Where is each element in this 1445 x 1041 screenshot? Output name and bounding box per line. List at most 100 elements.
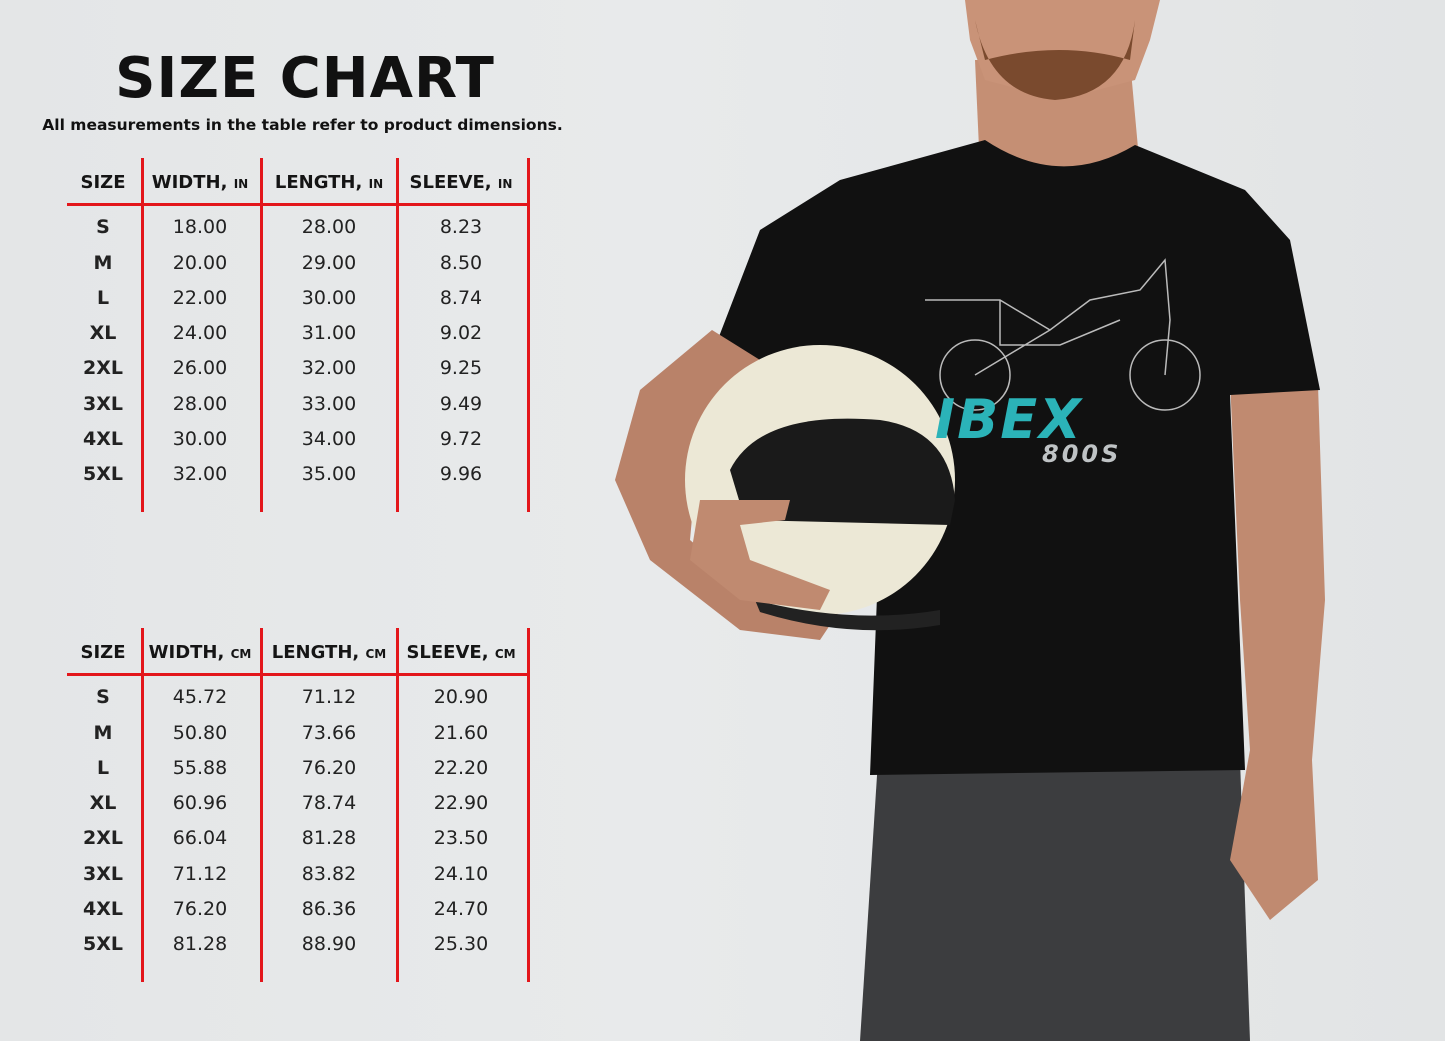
header-unit: CM <box>494 647 516 661</box>
measurement-cell: 9.49 <box>439 393 483 415</box>
measurement-cell: 32.00 <box>172 463 228 485</box>
size-label: M <box>93 722 113 744</box>
header-label: LENGTH, <box>274 172 363 193</box>
size-label: 4XL <box>83 428 123 450</box>
measurement-cell: 81.28 <box>172 933 228 955</box>
measurement-cell: 8.50 <box>439 252 483 274</box>
measurement-cell: 22.00 <box>172 287 228 309</box>
header-unit: IN <box>497 177 513 191</box>
column-divider <box>396 628 399 982</box>
measurement-cell: 33.00 <box>301 393 357 415</box>
measurement-cell: 8.74 <box>439 287 483 309</box>
helmet-visor <box>730 418 955 525</box>
measurement-cell: 18.00 <box>172 216 228 238</box>
size-label: 3XL <box>83 863 123 885</box>
measurement-cell: 81.28 <box>301 827 357 849</box>
measurement-cell: 45.72 <box>172 686 228 708</box>
measurement-cell: 50.80 <box>172 722 228 744</box>
size-table-centimeters: SIZE WIDTH, CM LENGTH, CM SLEEVE, CM S 45.72… <box>67 628 531 984</box>
measurement-cell: 22.90 <box>433 792 489 814</box>
size-label: S <box>96 216 110 238</box>
left-arm <box>615 330 840 640</box>
column-header: SIZE <box>33 642 173 663</box>
header-label: SIZE <box>80 642 126 663</box>
column-header: LENGTH, CM <box>259 642 399 663</box>
column-divider <box>141 158 144 512</box>
column-divider <box>260 628 263 982</box>
column-header: SIZE <box>33 172 173 193</box>
measurement-cell: 22.20 <box>433 757 489 779</box>
size-label: 3XL <box>83 393 123 415</box>
size-label: S <box>96 686 110 708</box>
measurement-cell: 9.96 <box>439 463 483 485</box>
hand <box>690 500 830 610</box>
header-label: WIDTH, <box>148 642 225 663</box>
measurement-cell: 23.50 <box>433 827 489 849</box>
measurement-cell: 32.00 <box>301 357 357 379</box>
measurement-cell: 26.00 <box>172 357 228 379</box>
column-header: LENGTH, IN <box>259 172 399 193</box>
measurement-cell: 31.00 <box>301 322 357 344</box>
motorcycle-outline <box>925 258 1201 411</box>
jeans <box>860 760 1250 1041</box>
beard <box>975 20 1135 100</box>
measurement-cell: 8.23 <box>439 216 483 238</box>
measurement-cell: 29.00 <box>301 252 357 274</box>
column-header: SLEEVE, CM <box>391 642 531 663</box>
measurement-cell: 9.72 <box>439 428 483 450</box>
measurement-cell: 76.20 <box>301 757 357 779</box>
measurement-cell: 24.70 <box>433 898 489 920</box>
measurement-cell: 55.88 <box>172 757 228 779</box>
column-divider <box>141 628 144 982</box>
size-label: 5XL <box>83 463 123 485</box>
header-label: WIDTH, <box>151 172 228 193</box>
measurement-cell: 28.00 <box>301 216 357 238</box>
column-divider <box>260 158 263 512</box>
header-unit: IN <box>368 177 384 191</box>
header-label: SLEEVE, <box>409 172 492 193</box>
measurement-cell: 83.82 <box>301 863 357 885</box>
column-divider <box>527 158 530 512</box>
header-label: LENGTH, <box>271 642 360 663</box>
measurement-cell: 9.02 <box>439 322 483 344</box>
column-divider <box>527 628 530 982</box>
size-label: XL <box>89 792 117 814</box>
measurement-cell: 35.00 <box>301 463 357 485</box>
size-table-inches: SIZE WIDTH, IN LENGTH, IN SLEEVE, IN S 18.00… <box>67 158 531 514</box>
measurement-cell: 20.00 <box>172 252 228 274</box>
measurement-cell: 28.00 <box>172 393 228 415</box>
measurement-cell: 66.04 <box>172 827 228 849</box>
measurement-cell: 20.90 <box>433 686 489 708</box>
measurement-cell: 71.12 <box>301 686 357 708</box>
measurement-cell: 86.36 <box>301 898 357 920</box>
measurement-cell: 24.00 <box>172 322 228 344</box>
page-subtitle: All measurements in the table refer to p… <box>42 116 563 134</box>
header-label: SIZE <box>80 172 126 193</box>
size-label: 4XL <box>83 898 123 920</box>
header-unit: CM <box>365 647 387 661</box>
measurement-cell: 9.25 <box>439 357 483 379</box>
measurement-cell: 21.60 <box>433 722 489 744</box>
size-label: L <box>96 287 110 309</box>
shirt-model-text: 800S <box>1042 440 1122 468</box>
header-unit: IN <box>233 177 249 191</box>
header-label: SLEEVE, <box>406 642 489 663</box>
column-divider <box>396 158 399 512</box>
measurement-cell: 34.00 <box>301 428 357 450</box>
size-label: M <box>93 252 113 274</box>
size-label: L <box>96 757 110 779</box>
measurement-cell: 78.74 <box>301 792 357 814</box>
column-header: SLEEVE, IN <box>391 172 531 193</box>
right-arm <box>1230 380 1325 920</box>
column-header: WIDTH, CM <box>130 642 270 663</box>
measurement-cell: 76.20 <box>172 898 228 920</box>
measurement-cell: 30.00 <box>301 287 357 309</box>
shirt-brand-text: IBEX <box>935 388 1083 451</box>
measurement-cell: 24.10 <box>433 863 489 885</box>
helmet-rim <box>755 600 940 631</box>
measurement-cell: 60.96 <box>172 792 228 814</box>
measurement-cell: 30.00 <box>172 428 228 450</box>
measurement-cell: 25.30 <box>433 933 489 955</box>
size-label: 2XL <box>83 827 123 849</box>
size-label: 2XL <box>83 357 123 379</box>
